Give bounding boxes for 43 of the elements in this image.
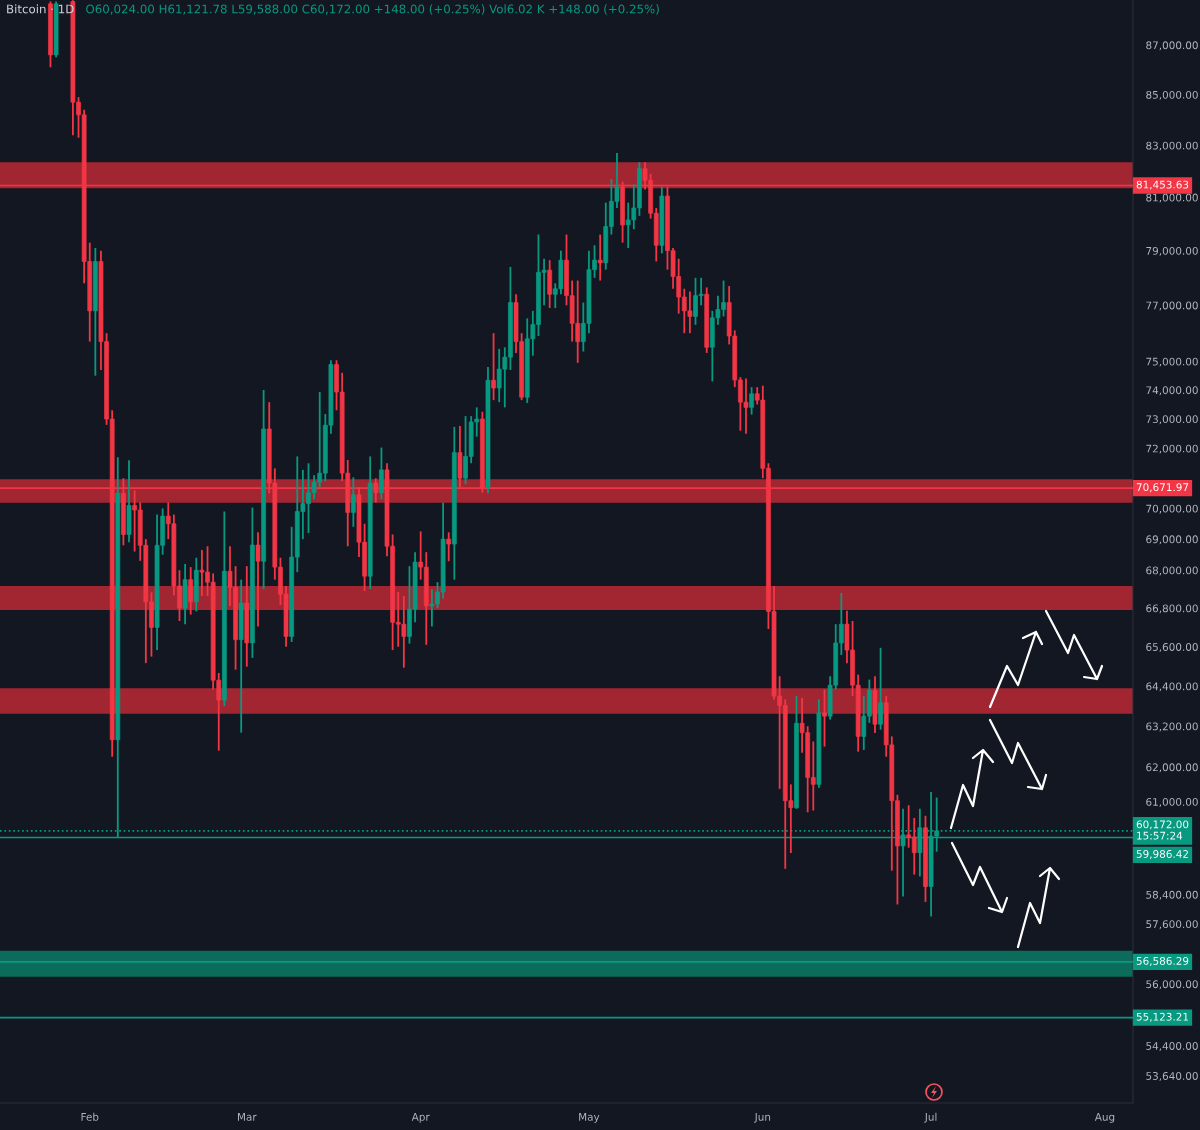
ref-line-label: 81,453.63 xyxy=(1136,180,1189,190)
y-tick-label: 57,600.00 xyxy=(1146,920,1198,930)
candlestick xyxy=(255,531,261,628)
y-tick-label: 61,000.00 xyxy=(1146,798,1198,807)
x-tick-label: May xyxy=(579,1113,600,1123)
y-tick-label: 83,000.00 xyxy=(1146,141,1198,151)
x-tick-label: Feb xyxy=(81,1112,99,1121)
candlestick xyxy=(822,688,827,748)
y-tick-label: 53,640.00 xyxy=(1146,1072,1198,1081)
y-tick-label: 54,400.00 xyxy=(1146,1042,1198,1051)
y-tick-label: 58,400.00 xyxy=(1146,890,1198,900)
ref-line-label: 59,986.42 xyxy=(1136,850,1188,859)
y-tick-label: 68,000.00 xyxy=(1146,566,1198,576)
y-tick-label: 65,600.00 xyxy=(1146,643,1198,652)
y-tick-label: 79,000.00 xyxy=(1146,246,1198,256)
x-tick-label: Jun xyxy=(754,1113,771,1123)
ref-line-label: 70,671.97 xyxy=(1136,483,1189,493)
ref-line-label: 56,586.29 xyxy=(1136,956,1189,966)
y-tick-label: 64,400.00 xyxy=(1146,682,1198,692)
x-tick-label: Apr xyxy=(411,1113,430,1123)
y-tick-label: 70,000.00 xyxy=(1146,504,1198,514)
y-tick-label: 72,000.00 xyxy=(1146,444,1198,454)
y-tick-label: 66,800.00 xyxy=(1146,604,1198,614)
y-tick-label: 74,000.00 xyxy=(1146,386,1198,396)
y-tick-label: 81,000.00 xyxy=(1146,193,1198,203)
y-tick-label: 87,000.00 xyxy=(1146,41,1198,51)
x-tick-label: Jul xyxy=(924,1112,937,1123)
y-tick-label: 77,000.00 xyxy=(1146,301,1198,311)
y-tick-label: 63,200.00 xyxy=(1146,722,1198,732)
y-tick-label: 69,000.00 xyxy=(1146,535,1198,545)
ref-line-label: 55,123.21 xyxy=(1136,1012,1189,1022)
ref-line-label: 60,172.00 15:57:24 xyxy=(1136,820,1189,840)
chart-subtitle: O60,024.00 H61,121.78 L59,588.00 C60,172.00 +148.00 (+0.25%) Vol6.02 K +148.00 (+0.25%) xyxy=(86,4,659,15)
y-tick-label: 75,000.00 xyxy=(1146,357,1198,367)
x-tick-label: Aug xyxy=(1094,1113,1115,1123)
y-tick-label: 85,000.00 xyxy=(1146,90,1198,100)
y-tick-label: 73,000.00 xyxy=(1146,415,1198,425)
x-tick-label: Mar xyxy=(237,1113,257,1121)
y-tick-label: 62,000.00 xyxy=(1146,763,1198,773)
candlestick xyxy=(749,386,754,416)
y-tick-label: 56,000.00 xyxy=(1146,980,1198,990)
candlestick xyxy=(597,233,603,282)
candlestick xyxy=(491,332,496,402)
